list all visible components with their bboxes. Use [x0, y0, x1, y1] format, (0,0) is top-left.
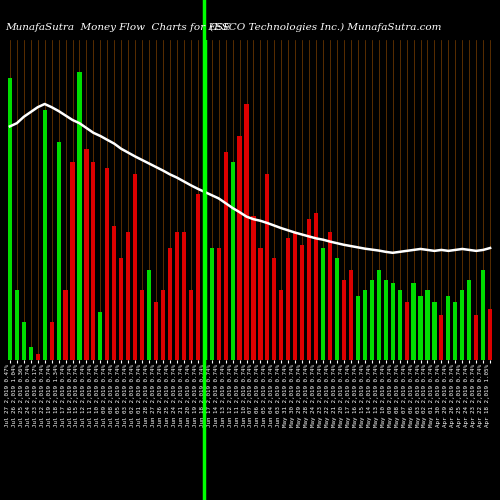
Bar	[252, 216, 256, 360]
Bar	[14, 290, 19, 360]
Bar	[321, 248, 325, 360]
Bar	[119, 258, 124, 360]
Bar	[384, 280, 388, 360]
Bar	[266, 174, 270, 360]
Bar	[140, 290, 144, 360]
Bar	[224, 152, 228, 360]
Bar	[133, 174, 137, 360]
Bar	[376, 270, 381, 360]
Bar	[328, 232, 332, 360]
Bar	[202, 296, 207, 360]
Bar	[161, 290, 165, 360]
Bar	[279, 290, 283, 360]
Bar	[36, 354, 40, 360]
Bar	[404, 302, 408, 360]
Bar	[363, 290, 367, 360]
Bar	[28, 347, 33, 360]
Bar	[50, 322, 54, 360]
Bar	[84, 149, 88, 360]
Bar	[453, 302, 458, 360]
Bar	[210, 248, 214, 360]
Bar	[56, 142, 60, 360]
Bar	[64, 290, 68, 360]
Bar	[98, 312, 102, 360]
Bar	[356, 296, 360, 360]
Bar	[314, 213, 318, 360]
Bar	[8, 78, 12, 360]
Bar	[42, 110, 47, 360]
Bar	[432, 302, 436, 360]
Bar	[426, 290, 430, 360]
Bar	[78, 72, 82, 360]
Bar	[230, 162, 234, 360]
Bar	[307, 219, 311, 360]
Bar	[22, 322, 26, 360]
Text: MunafaSutra  Money Flow  Charts for ESE: MunafaSutra Money Flow Charts for ESE	[5, 22, 231, 32]
Bar	[293, 232, 298, 360]
Bar	[238, 136, 242, 360]
Bar	[467, 280, 471, 360]
Bar	[335, 258, 339, 360]
Bar	[244, 104, 248, 360]
Bar	[126, 232, 130, 360]
Bar	[175, 232, 179, 360]
Bar	[272, 258, 276, 360]
Bar	[147, 270, 151, 360]
Bar	[105, 168, 110, 360]
Bar	[370, 280, 374, 360]
Bar	[481, 270, 486, 360]
Bar	[488, 309, 492, 360]
Bar	[440, 315, 444, 360]
Bar	[390, 283, 395, 360]
Bar	[92, 162, 96, 360]
Bar	[300, 245, 304, 360]
Bar	[446, 296, 450, 360]
Bar	[342, 280, 346, 360]
Text: (ESCO Technologies Inc.) MunafaSutra.com: (ESCO Technologies Inc.) MunafaSutra.com	[210, 22, 441, 32]
Bar	[70, 162, 74, 360]
Bar	[216, 248, 221, 360]
Bar	[189, 290, 193, 360]
Bar	[398, 290, 402, 360]
Bar	[196, 194, 200, 360]
Bar	[258, 248, 262, 360]
Bar	[349, 270, 353, 360]
Bar	[168, 248, 172, 360]
Bar	[182, 232, 186, 360]
Bar	[286, 238, 290, 360]
Bar	[474, 315, 478, 360]
Bar	[154, 302, 158, 360]
Bar	[418, 296, 422, 360]
Bar	[460, 290, 464, 360]
Bar	[112, 226, 116, 360]
Bar	[412, 283, 416, 360]
